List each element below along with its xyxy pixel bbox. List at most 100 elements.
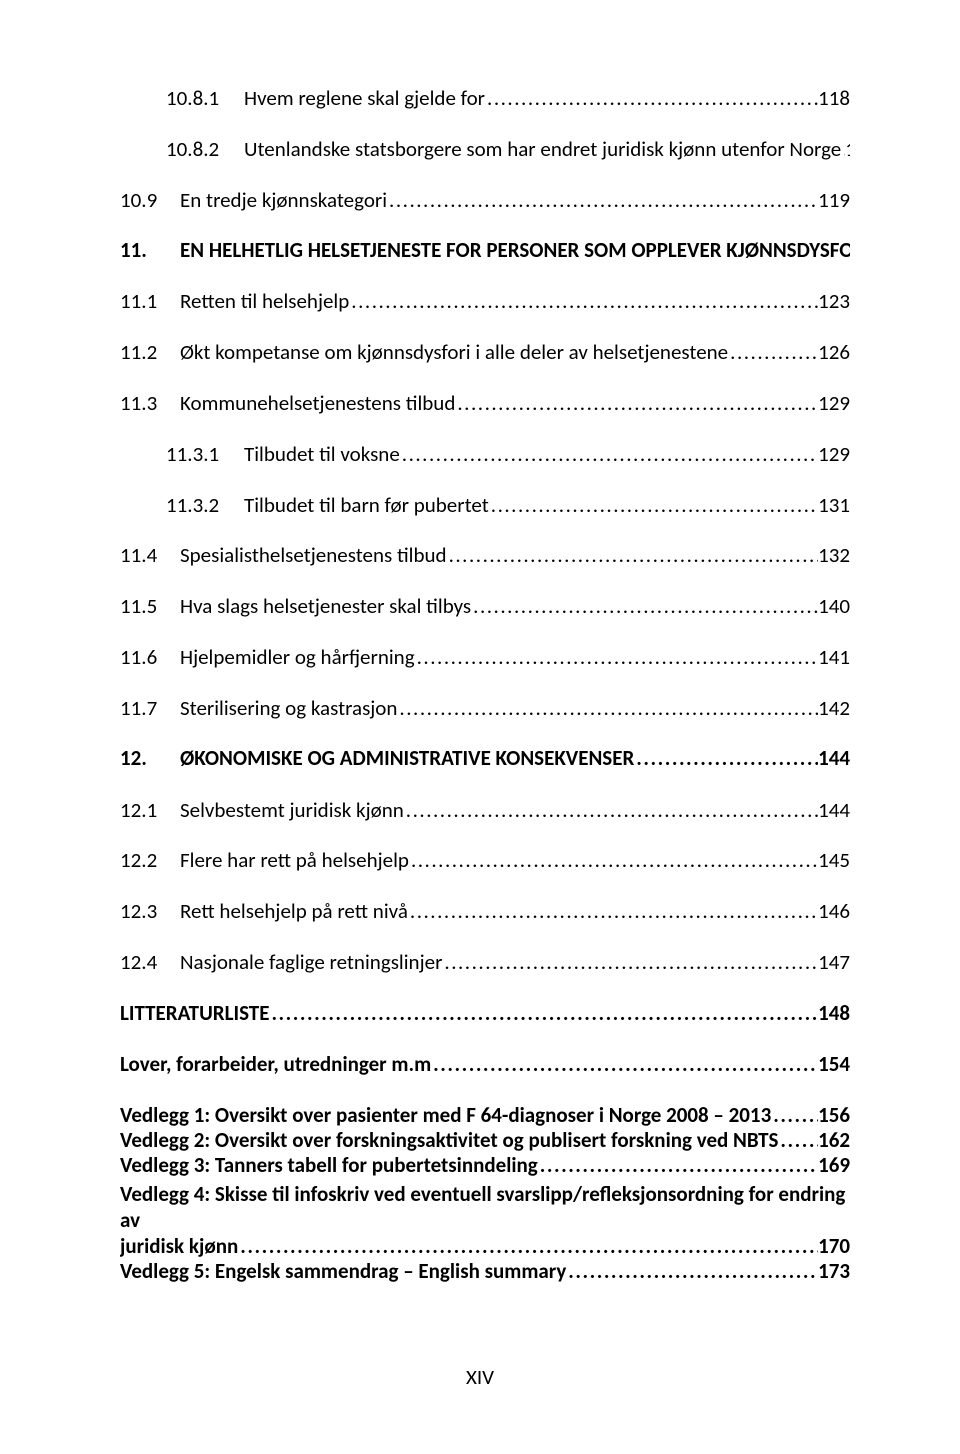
toc-page: 119 xyxy=(818,188,850,213)
toc-label: Selvbestemt juridisk kjønn xyxy=(180,798,404,823)
toc-leader-dots xyxy=(485,86,818,111)
toc-number: 12.4 xyxy=(120,950,180,975)
toc-page: 123 xyxy=(818,289,850,314)
toc-entry: 12.2Flere har rett på helsehjelp 145 xyxy=(120,848,850,873)
toc-leader-dots xyxy=(728,340,818,365)
toc-number: 11.7 xyxy=(120,696,180,721)
toc-leader-dots xyxy=(538,1153,818,1178)
toc-label: En tredje kjønnskategori xyxy=(180,188,387,213)
toc-label: LITTERATURLISTE xyxy=(120,1001,269,1026)
toc-page: 132 xyxy=(818,543,850,568)
toc-leader-dots xyxy=(455,391,818,416)
toc-number: 10.8.2 xyxy=(166,137,244,162)
toc-label: Spesialisthelsetjenestens tilbud xyxy=(180,543,447,568)
toc-number: 11.5 xyxy=(120,594,180,619)
toc-entry: 11.4Spesialisthelsetjenestens tilbud 132 xyxy=(120,543,850,568)
toc-label: Rett helsehjelp på rett nivå xyxy=(180,899,408,924)
toc-page: 162 xyxy=(818,1128,850,1153)
toc-label: Økt kompetanse om kjønnsdysfori i alle d… xyxy=(180,340,728,365)
toc-entry: Vedlegg 2: Oversikt over forskningsaktiv… xyxy=(120,1128,850,1153)
toc-label: Hvem reglene skal gjelde for xyxy=(244,86,485,111)
toc-number: 12.1 xyxy=(120,798,180,823)
toc-label: Utenlandske statsborgere som har endret … xyxy=(244,137,841,162)
toc-page: 148 xyxy=(818,1001,850,1026)
toc-label: juridisk kjønn xyxy=(120,1233,238,1259)
toc-page: 169 xyxy=(818,1153,850,1178)
toc-leader-dots xyxy=(431,1052,818,1077)
toc-leader-dots xyxy=(238,1233,818,1259)
table-of-contents: 10.8.1Hvem reglene skal gjelde for11810.… xyxy=(120,86,850,1285)
toc-page: 145 xyxy=(818,848,850,873)
toc-leader-dots xyxy=(634,746,818,771)
toc-page: 144 xyxy=(818,746,850,771)
toc-page: 156 xyxy=(818,1103,850,1128)
toc-leader-dots xyxy=(771,1103,818,1128)
toc-number: 12.3 xyxy=(120,899,180,924)
toc-page: 173 xyxy=(818,1259,850,1284)
toc-entry: 11.5Hva slags helsetjenester skal tilbys… xyxy=(120,594,850,619)
toc-leader-dots xyxy=(349,289,818,314)
toc-page: 142 xyxy=(818,696,850,721)
toc-label: Vedlegg 5: Engelsk sammendrag – English … xyxy=(120,1259,566,1284)
toc-entry: Vedlegg 3: Tanners tabell for pubertetsi… xyxy=(120,1153,850,1178)
toc-leader-dots xyxy=(404,798,818,823)
toc-page: 154 xyxy=(818,1052,850,1077)
toc-leader-dots xyxy=(442,950,818,975)
toc-label: Vedlegg 3: Tanners tabell for pubertetsi… xyxy=(120,1153,538,1178)
toc-entry: 10.8.1Hvem reglene skal gjelde for 118 xyxy=(120,86,850,111)
toc-leader-dots xyxy=(400,442,818,467)
toc-entry: Vedlegg 4: Skisse til infoskriv ved even… xyxy=(120,1181,850,1260)
toc-page: 170 xyxy=(818,1233,850,1259)
toc-entry: Lover, forarbeider, utredninger m.m 154 xyxy=(120,1052,850,1077)
toc-label: Retten til helsehjelp xyxy=(180,289,349,314)
toc-leader-dots xyxy=(415,645,818,670)
toc-number: 10.8.1 xyxy=(166,86,244,111)
toc-number: 11.4 xyxy=(120,543,180,568)
toc-page: 129 xyxy=(818,442,850,467)
toc-leader-dots xyxy=(489,493,818,518)
toc-label: Tilbudet til barn før pubertet xyxy=(244,493,489,518)
toc-page: 146 xyxy=(818,899,850,924)
toc-entry: 12.ØKONOMISKE OG ADMINISTRATIVE KONSEKVE… xyxy=(120,746,850,771)
toc-leader-dots xyxy=(409,848,818,873)
toc-entry: LITTERATURLISTE 148 xyxy=(120,1001,850,1026)
toc-entry: 11.3Kommunehelsetjenestens tilbud129 xyxy=(120,391,850,416)
toc-number: 11.3.2 xyxy=(166,493,244,518)
toc-number: 11.6 xyxy=(120,645,180,670)
toc-page: 140 xyxy=(818,594,850,619)
toc-number: 11.1 xyxy=(120,289,180,314)
toc-leader-dots xyxy=(778,1128,818,1153)
toc-entry: Vedlegg 5: Engelsk sammendrag – English … xyxy=(120,1259,850,1284)
toc-page: 119 xyxy=(845,137,850,162)
toc-entry: 12.3Rett helsehjelp på rett nivå 146 xyxy=(120,899,850,924)
toc-label: Tilbudet til voksne xyxy=(244,442,400,467)
toc-entry: 12.1Selvbestemt juridisk kjønn 144 xyxy=(120,798,850,823)
toc-label: Hjelpemidler og hårfjerning xyxy=(180,645,415,670)
toc-label: ØKONOMISKE OG ADMINISTRATIVE KONSEKVENSE… xyxy=(180,746,634,771)
toc-entry: 10.8.2Utenlandske statsborgere som har e… xyxy=(120,137,850,162)
toc-label: Lover, forarbeider, utredninger m.m xyxy=(120,1052,431,1077)
toc-page: 144 xyxy=(818,798,850,823)
toc-number: 11.3 xyxy=(120,391,180,416)
toc-leader-dots xyxy=(447,543,819,568)
page-number: XIV xyxy=(0,1364,960,1390)
toc-page: 147 xyxy=(818,950,850,975)
toc-leader-dots xyxy=(566,1259,818,1284)
toc-entry: 11.7Sterilisering og kastrasjon142 xyxy=(120,696,850,721)
toc-label: Kommunehelsetjenestens tilbud xyxy=(180,391,455,416)
toc-page: 118 xyxy=(818,86,850,111)
toc-entry: 11.3.1Tilbudet til voksne129 xyxy=(120,442,850,467)
toc-leader-dots xyxy=(397,696,818,721)
toc-page: 131 xyxy=(818,493,850,518)
toc-entry: Vedlegg 1: Oversikt over pasienter med F… xyxy=(120,1103,850,1128)
toc-leader-dots xyxy=(387,188,818,213)
toc-label: Flere har rett på helsehjelp xyxy=(180,848,409,873)
toc-number: 12. xyxy=(120,746,180,771)
toc-entry: 11.2Økt kompetanse om kjønnsdysfori i al… xyxy=(120,340,850,365)
toc-page: 141 xyxy=(818,645,850,670)
toc-entry: 10.9En tredje kjønnskategori119 xyxy=(120,188,850,213)
toc-page: 126 xyxy=(818,340,850,365)
toc-number: 12.2 xyxy=(120,848,180,873)
toc-label: Vedlegg 4: Skisse til infoskriv ved even… xyxy=(120,1181,850,1234)
toc-label: Hva slags helsetjenester skal tilbys xyxy=(180,594,471,619)
